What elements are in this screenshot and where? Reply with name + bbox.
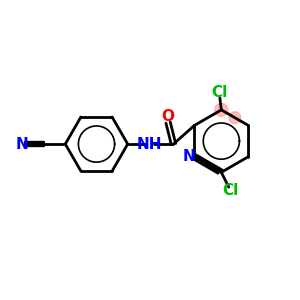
Text: Cl: Cl — [222, 183, 238, 198]
Text: O: O — [161, 109, 174, 124]
Circle shape — [229, 112, 241, 124]
Text: N: N — [183, 149, 195, 164]
Text: Cl: Cl — [212, 85, 228, 100]
Text: NH: NH — [136, 136, 162, 152]
Text: N: N — [15, 136, 28, 152]
Circle shape — [215, 103, 228, 116]
